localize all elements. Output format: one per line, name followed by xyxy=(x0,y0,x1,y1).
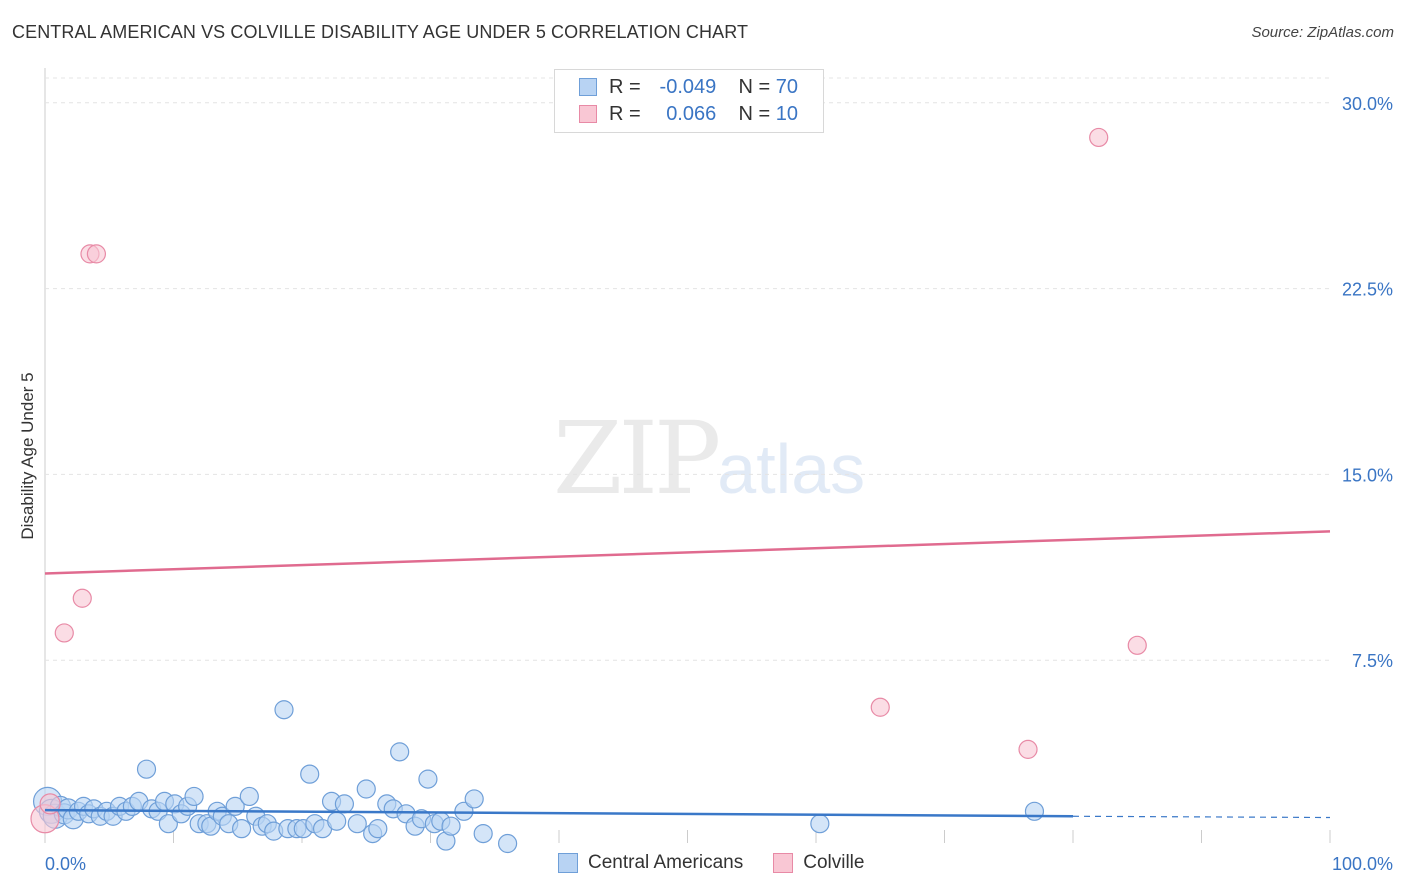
central-americans-point xyxy=(473,824,493,844)
series-legend: Central Americans Colville xyxy=(558,852,894,874)
legend-r-value: -0.049 xyxy=(659,75,717,98)
legend-r-value: 0.066 xyxy=(666,102,717,125)
central-americans-point xyxy=(390,742,410,762)
legend-swatch-pink xyxy=(579,105,597,123)
watermark: ZIPatlas xyxy=(553,400,865,517)
legend-r-label: R = xyxy=(609,75,641,98)
legend-label: Central Americans xyxy=(588,852,744,873)
x-tick-label: 0.0% xyxy=(45,854,86,874)
legend-n-label: N = xyxy=(738,75,771,98)
central-americans-point xyxy=(464,789,484,809)
legend-label: Colville xyxy=(803,852,865,873)
legend-swatch-pink xyxy=(773,853,794,873)
stats-legend: R = -0.049 N = 70 R = 0.066 N = 10 xyxy=(554,69,824,133)
legend-r-label: R = xyxy=(609,102,641,125)
x-tick-label: 100.0% xyxy=(1332,854,1393,874)
central-americans-point xyxy=(274,700,294,720)
central-americans-point xyxy=(441,816,461,836)
colville-point xyxy=(870,697,890,717)
y-tick-label: 7.5% xyxy=(1352,651,1393,671)
colville-point xyxy=(1089,127,1109,148)
central-americans-point xyxy=(418,769,438,789)
watermark-atlas: atlas xyxy=(717,430,866,508)
central-americans-point xyxy=(327,811,347,831)
legend-n-value: 10 xyxy=(775,102,798,125)
central-americans-point xyxy=(347,814,367,834)
central-americans-point xyxy=(1024,801,1045,821)
legend-swatch-blue xyxy=(558,853,578,873)
legend-row-central-americans: R = -0.049 N = 70 xyxy=(579,74,798,100)
central-americans-point xyxy=(239,786,259,807)
colville-point xyxy=(1018,739,1038,759)
chart-title: CENTRAL AMERICAN VS COLVILLE DISABILITY … xyxy=(12,22,749,42)
legend-item-central-americans[interactable]: Central Americans xyxy=(558,852,743,874)
central-americans-point xyxy=(300,764,320,784)
legend-row-colville: R = 0.066 N = 10 xyxy=(579,101,798,127)
central-americans-point xyxy=(368,819,388,839)
legend-item-colville[interactable]: Colville xyxy=(773,852,864,874)
central-americans-trendline xyxy=(44,808,1074,818)
source-label: Source: ZipAtlas.com xyxy=(1251,24,1394,41)
legend-n-value: 70 xyxy=(775,75,798,98)
y-tick-label: 22.5% xyxy=(1342,280,1393,300)
colville-point xyxy=(86,244,107,264)
central-americans-point xyxy=(184,786,204,807)
central-americans-point xyxy=(810,814,830,834)
legend-n-label: N = xyxy=(738,102,771,125)
central-americans-point xyxy=(232,819,252,839)
colville-point xyxy=(54,623,74,643)
colville-point xyxy=(1127,635,1147,655)
y-tick-label: 15.0% xyxy=(1342,465,1393,485)
colville-trendline xyxy=(44,530,1331,575)
central-americans-point xyxy=(498,833,518,854)
central-americans-trendline-extension xyxy=(1072,815,1331,819)
y-tick-label: 30.0% xyxy=(1342,94,1393,114)
central-americans-point xyxy=(158,814,178,834)
central-americans-point xyxy=(334,794,355,814)
central-americans-point xyxy=(136,759,157,779)
legend-swatch-blue xyxy=(579,78,597,96)
central-americans-point xyxy=(356,779,376,799)
watermark-zip: ZIP xyxy=(553,400,721,517)
colville-point xyxy=(72,588,92,608)
